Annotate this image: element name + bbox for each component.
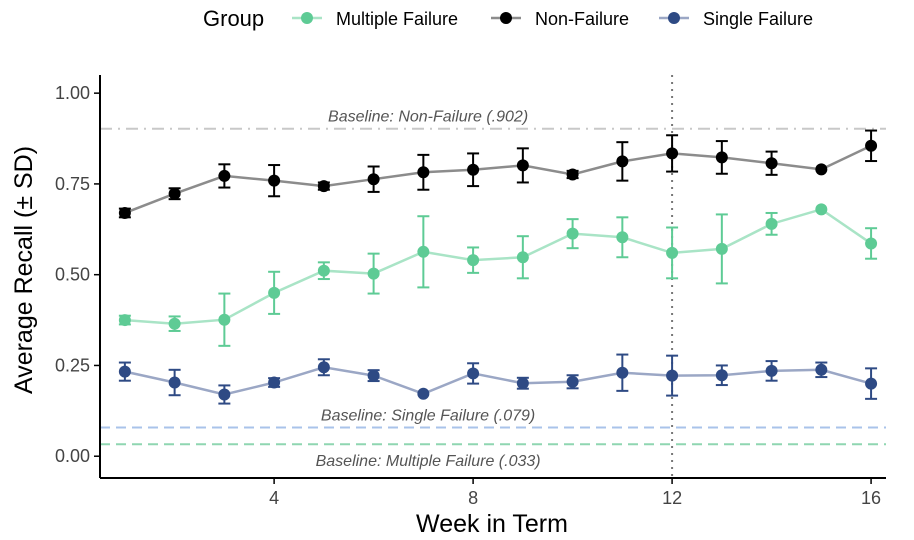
data-point: [118, 314, 131, 327]
data-point: [865, 139, 878, 152]
x-tick-label: 8: [468, 488, 478, 508]
data-point: [118, 365, 131, 378]
reference-lines: Baseline: Non-Failure (.902) Baseline: Si…: [100, 75, 886, 478]
data-point: [168, 376, 181, 389]
legend-key-point: [668, 12, 680, 24]
data-point: [616, 155, 629, 168]
x-tick-label: 16: [861, 488, 881, 508]
data-point: [268, 174, 281, 187]
data-point: [367, 173, 380, 186]
data-point: [865, 377, 878, 390]
data-point: [467, 254, 480, 267]
y-axis-label: Average Recall (± SD): [10, 146, 38, 394]
reference-line-label: Baseline: Multiple Failure (.033): [316, 453, 541, 470]
reference-line-label: Baseline: Single Failure (.079): [321, 408, 535, 425]
data-point: [268, 376, 281, 389]
data-point: [566, 375, 579, 388]
series-multiple-failure: [118, 203, 878, 347]
y-tick-label: 0.75: [55, 174, 90, 194]
data-point: [268, 286, 281, 299]
series-layer: [118, 129, 878, 405]
data-point: [218, 313, 231, 326]
legend-key-point: [500, 12, 512, 24]
data-point: [666, 369, 679, 382]
data-point: [815, 163, 828, 176]
axes: 0.00 0.25 0.50 0.75 1.00 4 8 12 16: [55, 75, 886, 508]
data-point: [218, 388, 231, 401]
data-point: [616, 366, 629, 379]
x-tick-label: 4: [269, 488, 279, 508]
data-point: [467, 367, 480, 380]
data-point: [765, 157, 778, 170]
data-point: [815, 363, 828, 376]
data-point: [666, 246, 679, 259]
data-point: [666, 147, 679, 160]
data-point: [118, 206, 131, 219]
x-tick-label: 12: [662, 488, 682, 508]
data-point: [516, 159, 529, 172]
data-point: [367, 369, 380, 382]
reference-line-label: Baseline: Non-Failure (.902): [328, 109, 528, 126]
y-tick-label: 0.25: [55, 355, 90, 375]
series-line: [124, 144, 872, 215]
data-point: [566, 168, 579, 181]
data-point: [417, 245, 430, 258]
legend-title: Group: [203, 6, 264, 31]
data-point: [616, 231, 629, 244]
y-tick-label: 0.50: [55, 265, 90, 285]
data-point: [417, 166, 430, 179]
y-tick-label: 1.00: [55, 83, 90, 103]
series-non-failure: [118, 129, 878, 219]
data-point: [715, 242, 728, 255]
data-point: [566, 227, 579, 240]
data-point: [815, 203, 828, 216]
legend-entry-label: Multiple Failure: [336, 9, 458, 29]
data-point: [417, 387, 430, 400]
data-point: [516, 251, 529, 264]
y-tick-label: 0.00: [55, 446, 90, 466]
data-point: [317, 264, 330, 277]
series-single-failure: [118, 353, 878, 405]
data-point: [367, 267, 380, 280]
data-point: [218, 169, 231, 182]
data-point: [168, 187, 181, 200]
data-point: [317, 180, 330, 193]
data-point: [317, 361, 330, 374]
data-point: [765, 217, 778, 230]
x-axis-label: Week in Term: [416, 510, 568, 538]
data-point: [765, 364, 778, 377]
data-point: [467, 163, 480, 176]
data-point: [715, 369, 728, 382]
data-point: [516, 377, 529, 390]
legend-entry-label: Non-Failure: [535, 9, 629, 29]
legend-key-point: [301, 12, 313, 24]
data-point: [865, 237, 878, 250]
data-point: [715, 151, 728, 164]
legend: Group Multiple Failure Non-Failure Single F…: [203, 6, 813, 31]
series-line: [124, 207, 872, 325]
legend-entry-label: Single Failure: [703, 9, 813, 29]
data-point: [168, 317, 181, 330]
series-line: [124, 365, 872, 396]
